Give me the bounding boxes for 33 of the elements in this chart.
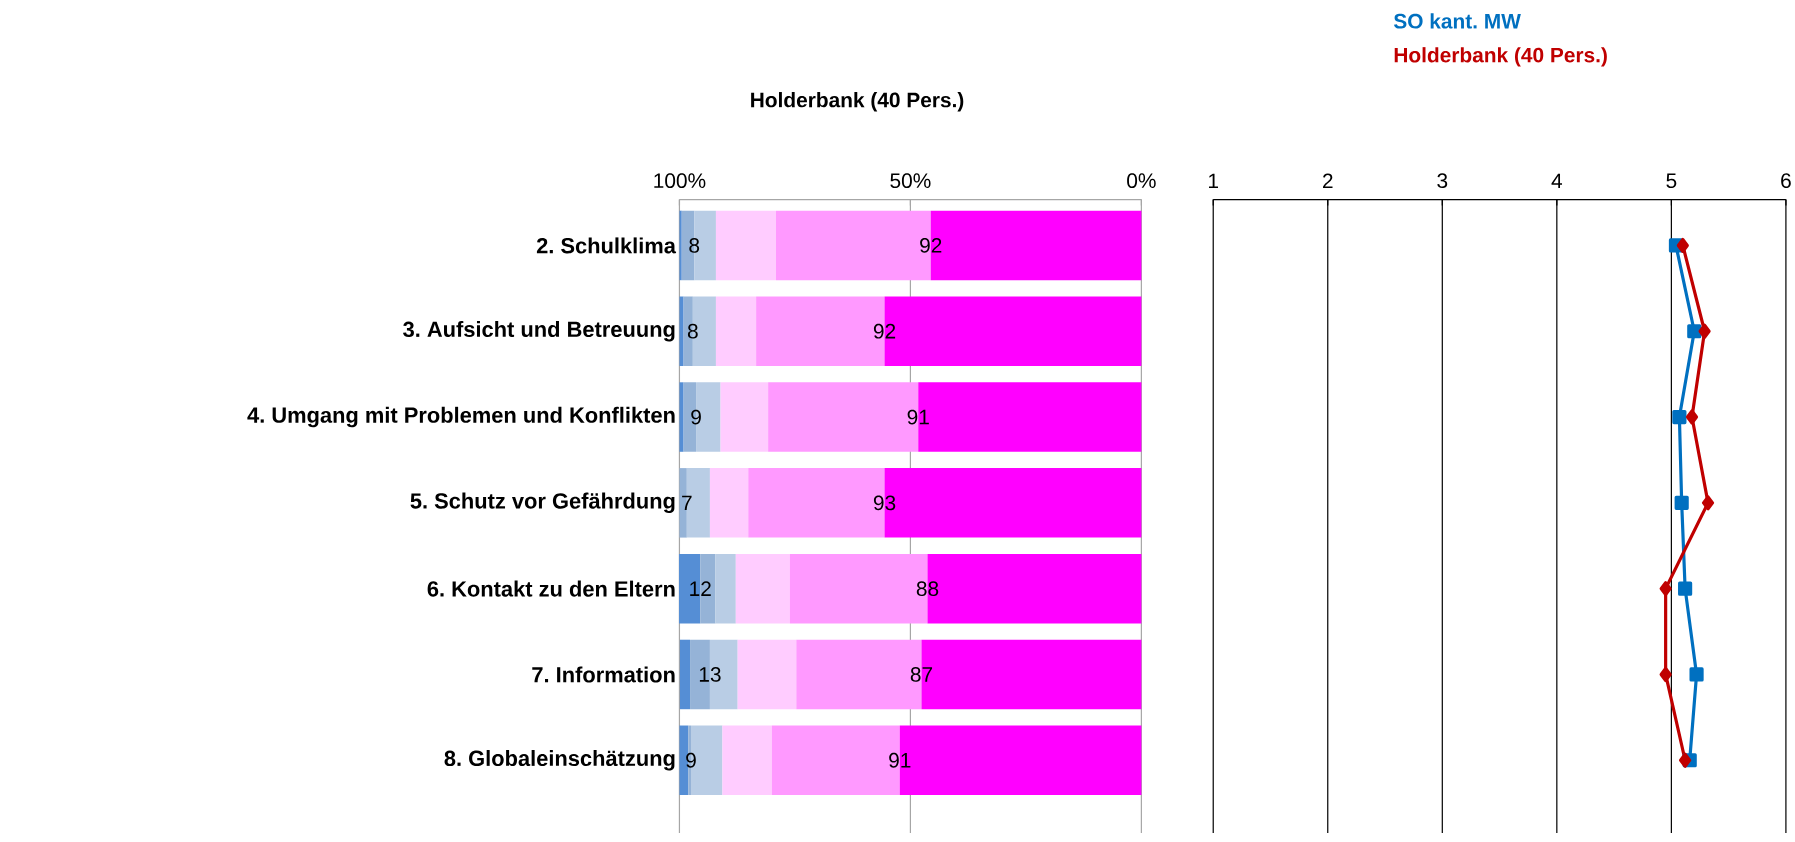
annotation: 88 [916,581,939,596]
x-tick-label: 4 [1551,173,1563,189]
annotation: 7 [682,495,692,510]
y-tick-label: 2. Schulklima [536,237,677,254]
x-tick-label: 2 [1323,173,1333,189]
y-tick-label: 6. Kontakt zu den Eltern [427,580,675,597]
annotation: 9 [686,752,696,768]
x-tick-label: 1 [1209,173,1218,189]
annotation: 91 [907,409,929,425]
x-tick-label: 50% [890,173,931,189]
annotation: 9 [691,409,701,425]
annotation: 87 [910,667,933,682]
annotation: 92 [873,323,896,339]
x-tick-label: 0% [1127,173,1156,189]
annotation: 8 [687,323,698,339]
annotation: 8 [689,238,700,253]
annotation: 93 [873,495,896,511]
text: SO kant. MW [1393,13,1521,29]
x-tick-label: 6 [1781,173,1791,189]
y-tick-label: 4. Umgang mit Problemen und Konflikten [247,406,675,428]
text: Holderbank (40 Pers.) [1394,47,1607,67]
chart-title: Holderbank (40 Pers.) [751,92,964,112]
annotation: 13 [699,667,721,682]
annotation: 91 [889,752,911,768]
annotation: 92 [920,238,942,253]
x-tick-label: 100% [654,173,706,189]
x-tick-label: 5 [1666,173,1677,189]
x-tick-label: 3 [1437,173,1448,189]
y-tick-label: 5. Schutz vor Gefährdung [410,492,675,514]
annotation: 12 [690,581,711,596]
y-tick-label: 8. Globaleinschätzung [444,749,675,771]
y-tick-label: 7. Information [532,666,675,683]
y-tick-label: 3. Aufsicht und Betreuung [403,320,675,342]
